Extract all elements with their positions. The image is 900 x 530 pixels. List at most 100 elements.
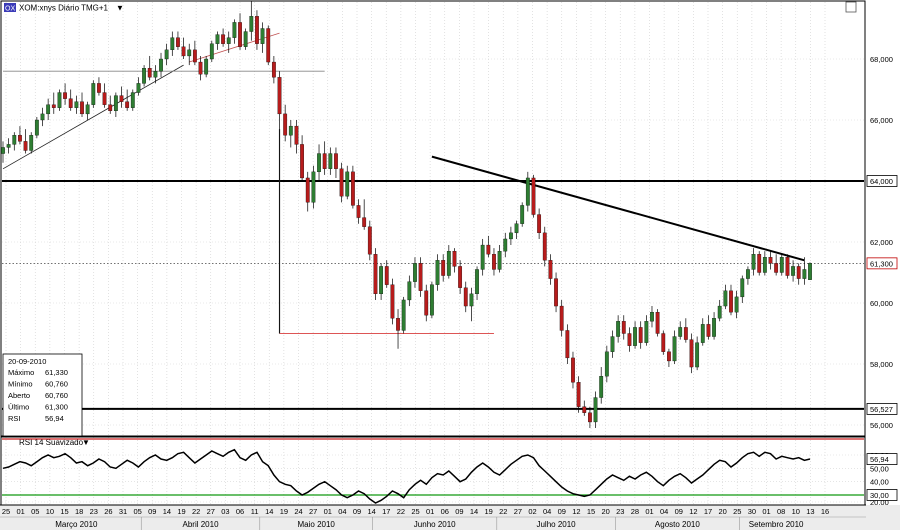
candle[interactable] [170, 31, 175, 56]
candle[interactable] [441, 254, 446, 282]
candle[interactable] [305, 171, 310, 212]
candle[interactable] [277, 71, 282, 334]
candle[interactable] [57, 89, 62, 111]
candle[interactable] [80, 92, 84, 117]
candle[interactable] [51, 92, 56, 114]
candle[interactable] [418, 257, 423, 297]
candle[interactable] [373, 248, 378, 300]
candle[interactable] [6, 138, 11, 154]
candle[interactable] [153, 65, 158, 84]
candle[interactable] [91, 80, 96, 108]
candle[interactable] [74, 95, 79, 114]
candle[interactable] [774, 254, 779, 276]
candle[interactable] [599, 367, 604, 404]
candle[interactable] [23, 129, 28, 154]
rsi-menu-chevron-icon[interactable]: ▼ [82, 438, 90, 447]
candle[interactable] [717, 299, 722, 322]
candle[interactable] [142, 65, 146, 87]
candle[interactable] [531, 174, 536, 218]
candle[interactable] [435, 254, 440, 291]
candle[interactable] [695, 336, 700, 371]
candle[interactable] [136, 77, 141, 96]
candle[interactable] [452, 248, 457, 273]
candle[interactable] [238, 13, 242, 50]
candle[interactable] [204, 55, 209, 78]
candle[interactable] [396, 309, 400, 349]
candle[interactable] [362, 199, 367, 230]
candle[interactable] [119, 86, 124, 108]
candle[interactable] [1, 141, 5, 163]
candle[interactable] [678, 321, 683, 340]
candle[interactable] [542, 226, 547, 267]
candle[interactable] [655, 309, 660, 337]
candle[interactable] [198, 55, 203, 81]
candle[interactable] [40, 107, 45, 127]
candle[interactable] [18, 126, 22, 145]
candle[interactable] [429, 281, 434, 319]
candle[interactable] [700, 318, 705, 346]
candle[interactable] [746, 266, 750, 285]
candle[interactable] [401, 296, 406, 334]
candle[interactable] [68, 89, 73, 111]
candle[interactable] [762, 251, 767, 276]
candle[interactable] [29, 132, 34, 154]
candle[interactable] [610, 330, 615, 358]
candle[interactable] [808, 262, 812, 280]
candle[interactable] [729, 284, 733, 316]
candle[interactable] [249, 1, 254, 41]
candle[interactable] [593, 391, 598, 429]
candle[interactable] [734, 290, 739, 319]
candle[interactable] [785, 254, 790, 279]
candle[interactable] [627, 327, 632, 352]
candle[interactable] [689, 333, 694, 374]
candle[interactable] [520, 202, 525, 227]
candle[interactable] [108, 95, 113, 114]
candle[interactable] [751, 248, 756, 276]
candle[interactable] [768, 251, 773, 270]
candle[interactable] [356, 199, 361, 224]
candle[interactable] [559, 299, 564, 337]
candle[interactable] [255, 10, 259, 50]
candle[interactable] [537, 208, 542, 239]
candle[interactable] [621, 315, 626, 340]
candle[interactable] [667, 348, 671, 368]
candle[interactable] [407, 275, 412, 307]
candle[interactable] [548, 254, 553, 285]
candle[interactable] [638, 321, 643, 349]
candle[interactable] [294, 120, 299, 154]
candle[interactable] [243, 28, 248, 50]
candle[interactable] [322, 141, 327, 175]
candle[interactable] [221, 28, 225, 47]
candle[interactable] [650, 306, 654, 328]
candle[interactable] [300, 135, 304, 181]
candle[interactable] [181, 37, 186, 59]
candle[interactable] [12, 132, 17, 151]
candle[interactable] [125, 89, 130, 111]
candle[interactable] [644, 315, 649, 346]
candle[interactable] [503, 232, 508, 258]
candle[interactable] [350, 165, 355, 209]
candle[interactable] [260, 22, 265, 53]
candle[interactable] [266, 25, 271, 66]
candle[interactable] [672, 330, 677, 364]
candle[interactable] [345, 165, 350, 200]
candle[interactable] [604, 345, 609, 383]
candle[interactable] [283, 104, 288, 142]
candle[interactable] [712, 312, 716, 340]
candle[interactable] [486, 235, 491, 258]
rsi-panel-header[interactable]: RSI 14 Suavizado ▼ [19, 438, 90, 447]
candle[interactable] [492, 248, 496, 276]
candle[interactable] [215, 31, 220, 50]
candle[interactable] [311, 165, 316, 209]
candle[interactable] [576, 376, 581, 413]
candle[interactable] [661, 330, 666, 355]
trendline[interactable] [2, 64, 184, 170]
candle[interactable] [317, 144, 321, 181]
candle[interactable] [34, 116, 39, 139]
candle[interactable] [554, 272, 558, 313]
candle[interactable] [740, 275, 745, 303]
candle[interactable] [509, 226, 513, 246]
candle[interactable] [475, 266, 479, 300]
candle[interactable] [339, 162, 344, 203]
candle[interactable] [367, 220, 372, 261]
